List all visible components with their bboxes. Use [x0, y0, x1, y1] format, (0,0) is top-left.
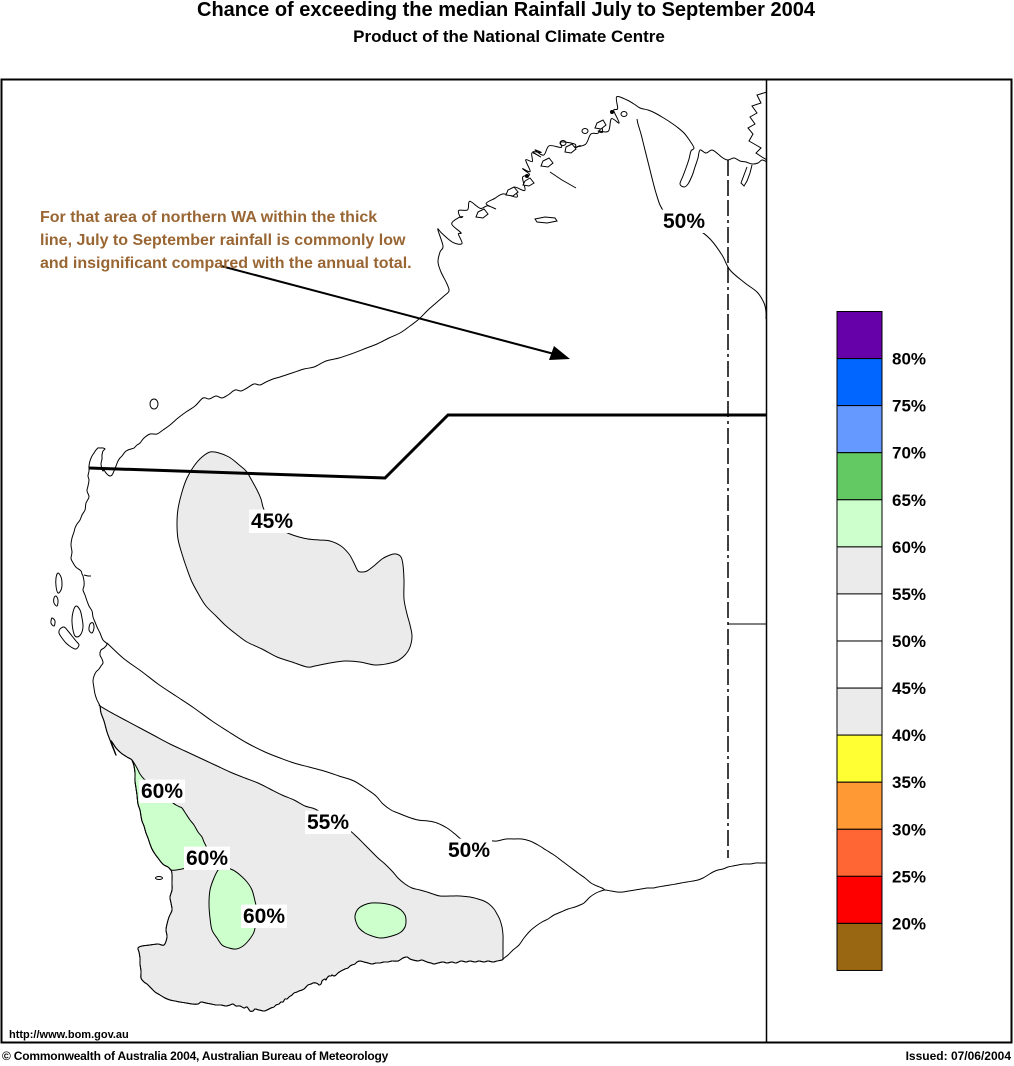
svg-text:40%: 40% [892, 726, 926, 745]
svg-text:50%: 50% [448, 839, 490, 862]
svg-text:70%: 70% [892, 444, 926, 463]
svg-text:line, July to September rainfa: line, July to September rainfall is comm… [40, 232, 406, 249]
svg-text:60%: 60% [186, 847, 228, 870]
svg-text:http://www.bom.gov.au: http://www.bom.gov.au [9, 1029, 129, 1041]
svg-text:30%: 30% [892, 820, 926, 839]
svg-text:50%: 50% [892, 632, 926, 651]
svg-text:60%: 60% [243, 905, 285, 928]
svg-text:80%: 80% [892, 350, 926, 369]
svg-text:and insignificant compared wit: and insignificant compared with the annu… [40, 255, 412, 272]
svg-text:20%: 20% [892, 914, 926, 933]
svg-text:25%: 25% [892, 867, 926, 886]
svg-text:For that area of northern WA w: For that area of northern WA within the … [40, 209, 377, 226]
svg-text:75%: 75% [892, 397, 926, 416]
svg-text:45%: 45% [892, 679, 926, 698]
svg-text:Issued: 07/06/2004: Issued: 07/06/2004 [906, 1049, 1012, 1063]
svg-text:65%: 65% [892, 491, 926, 510]
svg-text:60%: 60% [892, 538, 926, 557]
svg-text:50%: 50% [663, 210, 705, 233]
svg-text:Product of the National Climat: Product of the National Climate Centre [353, 27, 665, 46]
svg-text:55%: 55% [307, 811, 349, 834]
svg-text:35%: 35% [892, 773, 926, 792]
svg-text:45%: 45% [251, 510, 293, 533]
svg-text:60%: 60% [141, 780, 183, 803]
svg-text:© Commonwealth of Australia 20: © Commonwealth of Australia 2004, Austra… [2, 1049, 389, 1063]
svg-text:Chance of exceeding the median: Chance of exceeding the median Rainfall … [197, 0, 816, 21]
svg-text:55%: 55% [892, 585, 926, 604]
